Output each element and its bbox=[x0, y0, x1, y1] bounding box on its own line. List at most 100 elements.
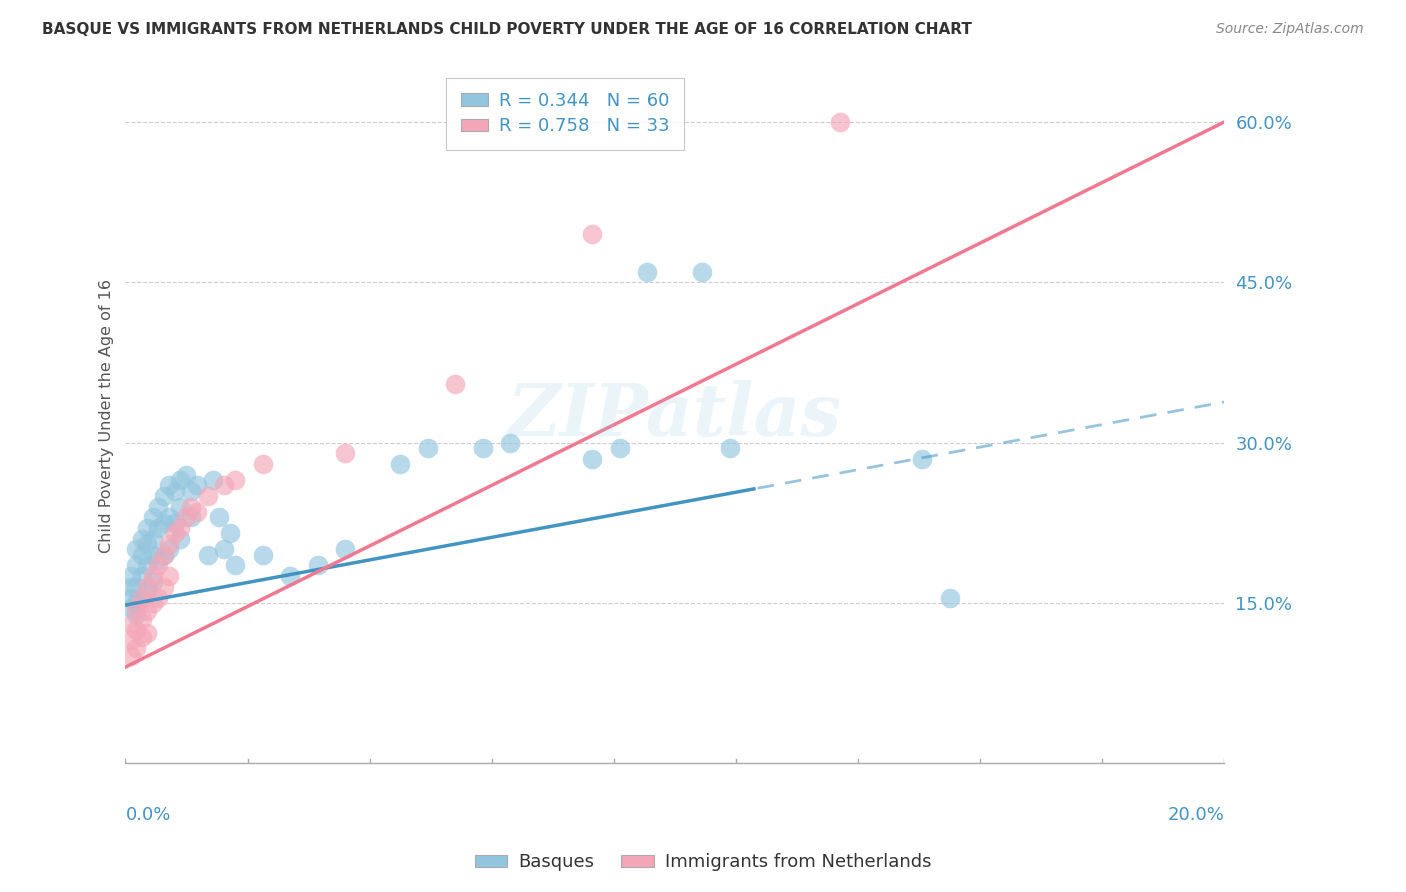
Point bbox=[159, 569, 181, 583]
Point bbox=[252, 457, 274, 471]
Point bbox=[278, 569, 301, 583]
Point bbox=[636, 264, 658, 278]
Point bbox=[471, 441, 494, 455]
Point bbox=[125, 596, 148, 610]
Point bbox=[197, 548, 219, 562]
Point bbox=[148, 553, 170, 567]
Point bbox=[197, 489, 219, 503]
Text: ZIPatlas: ZIPatlas bbox=[508, 380, 842, 451]
Point bbox=[307, 558, 329, 573]
Point bbox=[335, 446, 357, 460]
Text: Source: ZipAtlas.com: Source: ZipAtlas.com bbox=[1216, 22, 1364, 37]
Point bbox=[159, 478, 181, 492]
Point bbox=[120, 569, 142, 583]
Point bbox=[142, 574, 165, 589]
Point bbox=[718, 441, 741, 455]
Point bbox=[169, 500, 191, 514]
Point bbox=[180, 510, 202, 524]
Point bbox=[125, 640, 148, 655]
Point bbox=[136, 537, 159, 551]
Point bbox=[169, 473, 191, 487]
Point bbox=[120, 591, 142, 605]
Point bbox=[169, 521, 191, 535]
Point bbox=[148, 591, 170, 605]
Point bbox=[131, 569, 153, 583]
Point bbox=[125, 580, 148, 594]
Point bbox=[131, 532, 153, 546]
Point bbox=[136, 585, 159, 599]
Point bbox=[581, 451, 603, 466]
Point bbox=[214, 478, 236, 492]
Point bbox=[180, 500, 202, 514]
Point bbox=[153, 548, 176, 562]
Point bbox=[136, 604, 159, 618]
Point bbox=[142, 569, 165, 583]
Point bbox=[148, 500, 170, 514]
Point bbox=[131, 630, 153, 644]
Point bbox=[153, 489, 176, 503]
Point bbox=[416, 441, 439, 455]
Point bbox=[125, 601, 148, 615]
Point bbox=[136, 558, 159, 573]
Point bbox=[131, 548, 153, 562]
Point bbox=[499, 435, 522, 450]
Point bbox=[163, 526, 186, 541]
Point bbox=[136, 625, 159, 640]
Point bbox=[136, 580, 159, 594]
Point bbox=[120, 633, 142, 648]
Point bbox=[153, 580, 176, 594]
Y-axis label: Child Poverty Under the Age of 16: Child Poverty Under the Age of 16 bbox=[100, 279, 114, 553]
Text: 20.0%: 20.0% bbox=[1167, 806, 1225, 824]
Point bbox=[125, 558, 148, 573]
Point bbox=[224, 558, 246, 573]
Text: 0.0%: 0.0% bbox=[125, 806, 172, 824]
Point bbox=[125, 542, 148, 557]
Point bbox=[125, 607, 148, 621]
Point bbox=[153, 516, 176, 530]
Point bbox=[186, 478, 208, 492]
Point bbox=[581, 227, 603, 242]
Point bbox=[692, 264, 714, 278]
Point bbox=[159, 510, 181, 524]
Point bbox=[180, 483, 202, 498]
Point bbox=[142, 596, 165, 610]
Point bbox=[224, 473, 246, 487]
Point bbox=[389, 457, 412, 471]
Point bbox=[444, 376, 467, 391]
Point bbox=[159, 542, 181, 557]
Point bbox=[218, 526, 240, 541]
Point bbox=[142, 532, 165, 546]
Point bbox=[609, 441, 631, 455]
Point bbox=[131, 612, 153, 626]
Point bbox=[911, 451, 934, 466]
Point bbox=[169, 532, 191, 546]
Point bbox=[202, 473, 225, 487]
Point bbox=[125, 623, 148, 637]
Point bbox=[208, 510, 231, 524]
Point bbox=[163, 483, 186, 498]
Point bbox=[159, 537, 181, 551]
Point bbox=[828, 115, 851, 129]
Point bbox=[136, 521, 159, 535]
Legend: Basques, Immigrants from Netherlands: Basques, Immigrants from Netherlands bbox=[468, 847, 938, 879]
Point bbox=[186, 505, 208, 519]
Point bbox=[131, 591, 153, 605]
Point bbox=[163, 516, 186, 530]
Point bbox=[120, 649, 142, 664]
Point bbox=[174, 467, 197, 482]
Point bbox=[142, 510, 165, 524]
Legend: R = 0.344   N = 60, R = 0.758   N = 33: R = 0.344 N = 60, R = 0.758 N = 33 bbox=[446, 78, 683, 150]
Point bbox=[214, 542, 236, 557]
Point bbox=[120, 601, 142, 615]
Point bbox=[131, 591, 153, 605]
Point bbox=[153, 548, 176, 562]
Point bbox=[142, 548, 165, 562]
Text: BASQUE VS IMMIGRANTS FROM NETHERLANDS CHILD POVERTY UNDER THE AGE OF 16 CORRELAT: BASQUE VS IMMIGRANTS FROM NETHERLANDS CH… bbox=[42, 22, 972, 37]
Point bbox=[120, 580, 142, 594]
Point bbox=[174, 510, 197, 524]
Point bbox=[120, 617, 142, 632]
Point bbox=[252, 548, 274, 562]
Point bbox=[938, 591, 960, 605]
Point bbox=[148, 558, 170, 573]
Point bbox=[335, 542, 357, 557]
